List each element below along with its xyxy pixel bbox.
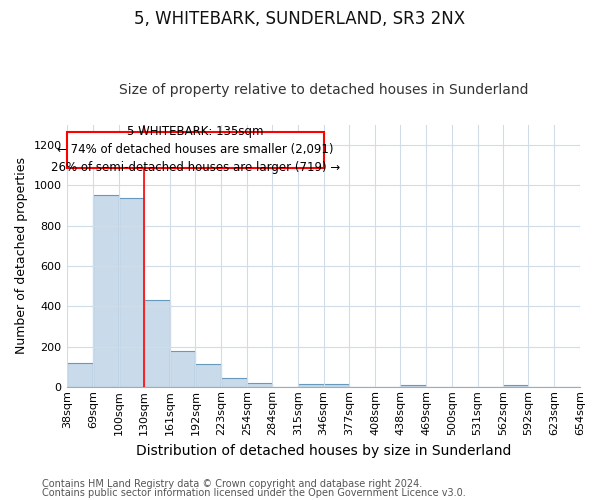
Text: 5 WHITEBARK: 135sqm
← 74% of detached houses are smaller (2,091)
26% of semi-det: 5 WHITEBARK: 135sqm ← 74% of detached ho… [51, 126, 340, 174]
Y-axis label: Number of detached properties: Number of detached properties [15, 158, 28, 354]
Title: Size of property relative to detached houses in Sunderland: Size of property relative to detached ho… [119, 83, 529, 97]
Text: 5, WHITEBARK, SUNDERLAND, SR3 2NX: 5, WHITEBARK, SUNDERLAND, SR3 2NX [134, 10, 466, 28]
Text: Contains public sector information licensed under the Open Government Licence v3: Contains public sector information licen… [42, 488, 466, 498]
Bar [93, 196, 119, 388]
X-axis label: Distribution of detached houses by size in Sunderland: Distribution of detached houses by size … [136, 444, 511, 458]
Bar [323, 384, 349, 388]
Bar [298, 384, 323, 388]
Text: Contains HM Land Registry data © Crown copyright and database right 2024.: Contains HM Land Registry data © Crown c… [42, 479, 422, 489]
Bar [503, 385, 529, 388]
Bar [221, 378, 247, 388]
Bar [400, 385, 426, 388]
Bar [196, 364, 221, 388]
Bar [119, 198, 144, 388]
Bar [170, 351, 196, 388]
Bar [247, 383, 272, 388]
FancyBboxPatch shape [67, 132, 323, 168]
Bar [144, 300, 170, 388]
Bar [67, 363, 93, 388]
